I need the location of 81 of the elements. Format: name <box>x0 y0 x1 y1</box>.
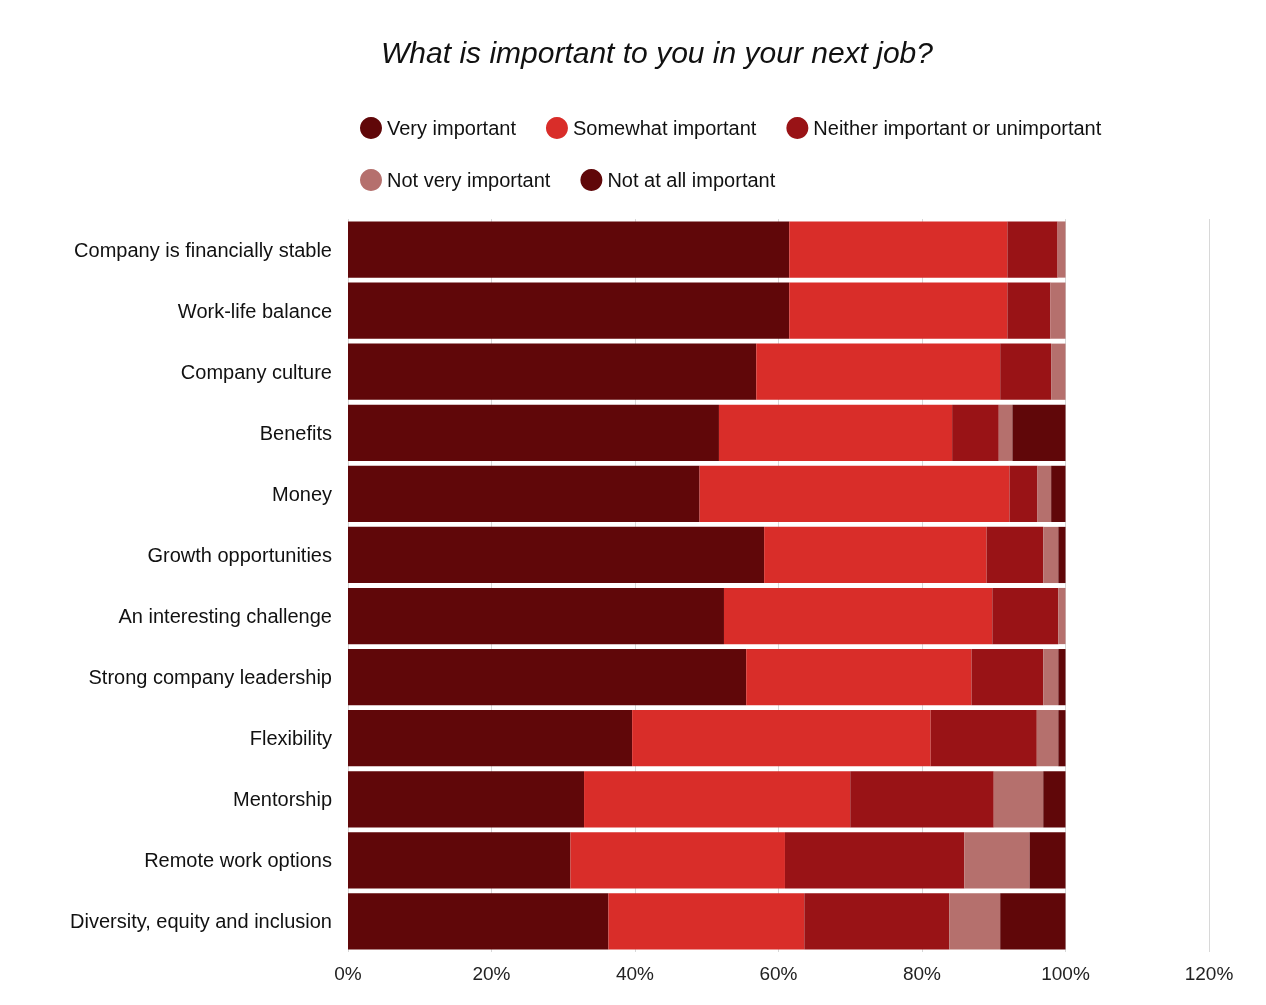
bar <box>764 526 987 584</box>
x-tick-label: 40% <box>615 963 655 984</box>
bar <box>1036 710 1059 767</box>
x-tick-label: 120% <box>1184 963 1234 984</box>
bar <box>1051 343 1066 400</box>
y-tick-label: Remote work options <box>144 849 332 872</box>
bar <box>348 282 790 339</box>
legend-label: Very important <box>387 117 517 139</box>
bar <box>964 832 1030 889</box>
y-tick-label: Company culture <box>180 360 332 383</box>
y-tick-label: Work-life balance <box>177 299 332 322</box>
y-tick-label: Mentorship <box>233 788 332 811</box>
bar <box>608 893 805 950</box>
bar <box>746 649 972 706</box>
bar <box>789 282 1008 339</box>
bar <box>348 343 757 400</box>
bar <box>348 221 790 278</box>
y-tick-label: Strong company leadership <box>88 666 332 689</box>
y-tick-label: An interesting challenge <box>118 605 332 628</box>
bar <box>1058 649 1066 706</box>
bar <box>1037 465 1052 522</box>
bar <box>971 649 1044 706</box>
bar <box>718 404 953 461</box>
bar <box>348 465 700 522</box>
chart-title: What is important to you in your next job? <box>381 35 934 69</box>
bar <box>949 893 1001 950</box>
bar <box>998 404 1013 461</box>
bar <box>699 465 1010 522</box>
bar <box>986 526 1044 584</box>
bar <box>1009 465 1038 522</box>
bar <box>1007 221 1058 278</box>
bar <box>1058 710 1066 767</box>
y-tick-label: Growth opportunities <box>147 543 332 566</box>
legend-label: Not at all important <box>607 169 776 191</box>
bar <box>850 771 994 828</box>
bar <box>1012 404 1066 461</box>
bar <box>570 832 785 889</box>
bar <box>1051 465 1066 522</box>
bar <box>348 404 719 461</box>
bar <box>804 893 950 950</box>
bar <box>348 587 724 645</box>
bar <box>1000 893 1066 950</box>
bar <box>1058 587 1066 645</box>
legend-label: Neither important or unimportant <box>813 117 1102 139</box>
bar <box>1050 282 1066 339</box>
bar <box>348 832 571 889</box>
bar <box>584 771 851 828</box>
bar <box>756 343 1001 400</box>
bar <box>993 771 1044 828</box>
bar <box>1000 343 1052 400</box>
y-tick-label: Benefits <box>259 421 332 444</box>
x-tick-label: 0% <box>334 963 362 984</box>
bar <box>348 526 765 584</box>
bar <box>723 587 993 645</box>
x-tick-label: 20% <box>472 963 511 984</box>
bar <box>1029 832 1066 889</box>
bar <box>1043 649 1059 706</box>
bar <box>1058 526 1066 584</box>
bar <box>348 771 585 828</box>
x-tick-label: 60% <box>759 963 798 984</box>
bar <box>1057 221 1066 278</box>
bar <box>348 893 609 950</box>
y-tick-label: Company is financially stable <box>74 238 332 261</box>
bar <box>784 832 965 889</box>
bar <box>952 404 999 461</box>
bar <box>348 710 633 767</box>
y-tick-label: Flexibility <box>249 727 332 750</box>
x-tick-label: 80% <box>902 963 942 984</box>
legend-label: Not very important <box>387 169 551 191</box>
bar <box>1007 282 1051 339</box>
bar <box>632 710 931 767</box>
bar <box>1043 526 1059 584</box>
bar <box>992 587 1059 645</box>
bar <box>348 649 747 706</box>
y-tick-label: Money <box>271 482 332 505</box>
bar <box>930 710 1037 767</box>
legend-label: Somewhat important <box>572 117 757 139</box>
x-tick-label: 100% <box>1041 963 1090 984</box>
y-tick-label: Diversity, equity and inclusion <box>70 910 332 933</box>
bar <box>1043 771 1066 828</box>
bar <box>789 221 1008 278</box>
